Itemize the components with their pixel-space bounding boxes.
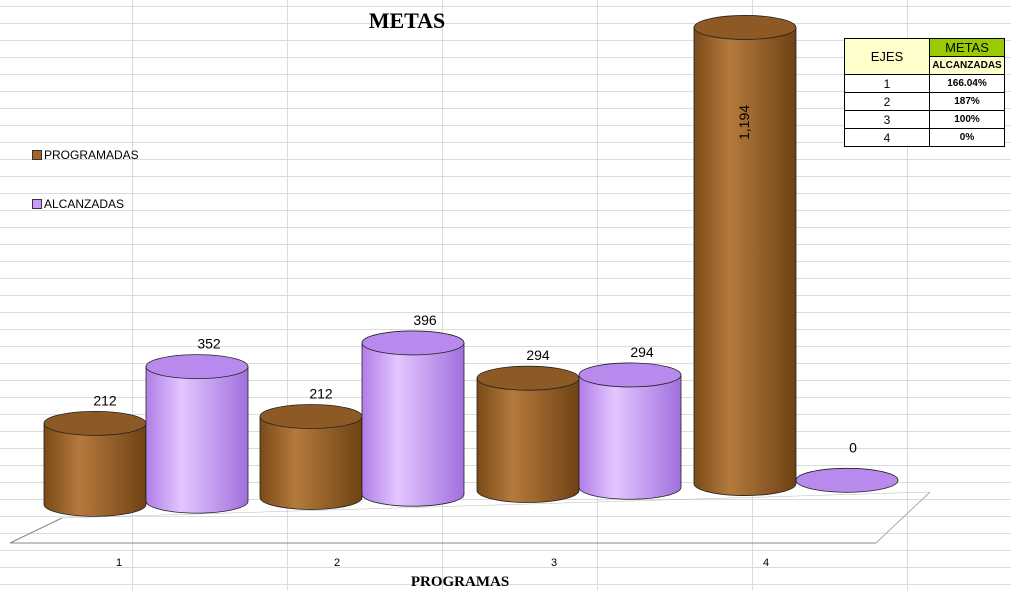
data-label: 294 — [630, 344, 654, 360]
table-row: 4 0% — [844, 128, 1005, 147]
bar-body — [693, 27, 797, 496]
data-label: 396 — [413, 312, 437, 328]
table-row: 2 187% — [844, 92, 1005, 111]
bar-programadas-4 — [693, 15, 797, 496]
bar-top — [476, 365, 580, 391]
table-cell-valor: 0% — [929, 128, 1005, 147]
bar-alcanzadas-4 — [795, 467, 899, 493]
table-row: 3 100% — [844, 110, 1005, 129]
bar-top — [43, 410, 147, 436]
x-tick-label: 3 — [551, 557, 557, 569]
bar-top — [145, 354, 249, 380]
bar-body — [145, 366, 249, 514]
data-label: 212 — [309, 385, 333, 401]
bar-programadas-1 — [43, 410, 147, 517]
bar-top — [361, 330, 465, 356]
data-label: 212 — [93, 392, 117, 408]
x-tick-label: 1 — [116, 557, 122, 569]
metas-table: EJES METAS ALCANZADAS 1 166.04% 2 187% 3 10… — [844, 38, 1005, 147]
x-tick-label: 2 — [334, 557, 340, 569]
legend-label-alcanzadas: ALCANZADAS — [44, 197, 125, 211]
bar-top — [259, 404, 363, 429]
table-cell-valor: 100% — [929, 110, 1005, 129]
data-label: 294 — [526, 347, 550, 363]
bar-alcanzadas-1 — [145, 354, 249, 514]
bar-top — [795, 467, 899, 493]
table-header-ejes: EJES — [844, 38, 930, 75]
bar-body — [476, 377, 580, 503]
legend-item-programadas: PROGRAMADAS — [32, 148, 139, 162]
table-cell-eje: 4 — [844, 128, 930, 147]
x-tick-label: 4 — [763, 557, 769, 569]
table-cell-eje: 1 — [844, 74, 930, 93]
bar-body — [578, 374, 682, 500]
bar-body — [259, 416, 363, 510]
table-header-metas: METAS — [929, 38, 1005, 57]
bar-alcanzadas-3 — [578, 362, 682, 500]
legend-label-programadas: PROGRAMADAS — [44, 148, 139, 162]
chart-floor — [9, 491, 931, 544]
table-row: 1 166.04% — [844, 74, 1005, 93]
chart-title: METAS — [369, 8, 446, 33]
legend-item-alcanzadas: ALCANZADAS — [32, 197, 124, 211]
legend-swatch-programadas — [32, 150, 42, 160]
table-cell-eje: 2 — [844, 92, 930, 111]
table-header-alcanzadas: ALCANZADAS — [929, 56, 1005, 75]
table-cell-valor: 187% — [929, 92, 1005, 111]
legend-swatch-alcanzadas — [32, 199, 42, 209]
data-label: 1,194 — [736, 105, 752, 140]
bar-top — [578, 362, 682, 388]
bar-top — [693, 15, 797, 40]
data-label: 352 — [197, 336, 221, 352]
data-label: 0 — [849, 439, 857, 455]
bar-alcanzadas-2 — [361, 330, 465, 507]
bar-programadas-2 — [259, 404, 363, 510]
x-axis-label: PROGRAMAS — [411, 574, 509, 590]
table-cell-eje: 3 — [844, 110, 930, 129]
table-cell-valor: 166.04% — [929, 74, 1005, 93]
bar-programadas-3 — [476, 365, 580, 503]
bar-body — [361, 342, 465, 507]
bar-body — [43, 422, 147, 517]
